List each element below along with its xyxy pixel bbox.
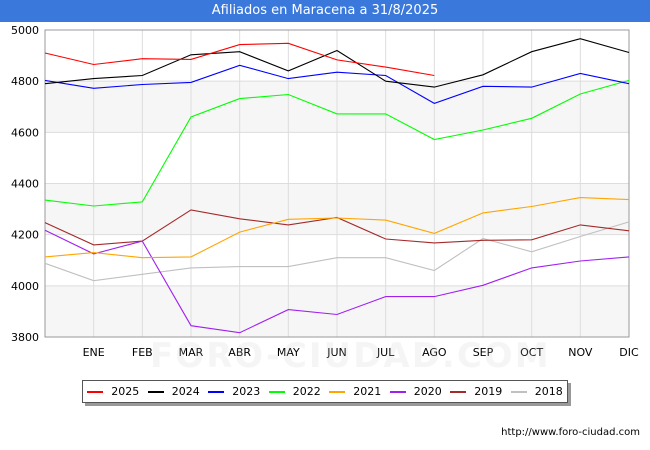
y-tick-label: 4400 bbox=[11, 178, 39, 191]
legend-swatch bbox=[329, 390, 346, 393]
y-tick-label: 4000 bbox=[11, 280, 39, 293]
legend-item-2018: 2018 bbox=[510, 385, 563, 398]
legend-item-2023: 2023 bbox=[208, 385, 260, 398]
legend-item-2019: 2019 bbox=[450, 385, 502, 398]
x-tick-label: MAY bbox=[277, 346, 300, 359]
y-tick-label: 4200 bbox=[11, 229, 39, 242]
legend-item-2025: 2025 bbox=[87, 385, 139, 398]
legend-swatch bbox=[450, 390, 467, 393]
series-line-2018 bbox=[44, 221, 630, 282]
legend-label: 2022 bbox=[292, 385, 321, 398]
series-line-2023 bbox=[44, 64, 630, 105]
y-tick-label: 4600 bbox=[11, 126, 39, 139]
x-tick-label: OCT bbox=[520, 346, 543, 359]
watermark: FORO-CIUDAD.COM bbox=[150, 336, 551, 376]
x-tick-label: NOV bbox=[568, 346, 593, 359]
x-tick-label: MAR bbox=[179, 346, 204, 359]
x-tick-label: DIC bbox=[619, 346, 639, 359]
legend-item-2024: 2024 bbox=[147, 385, 200, 398]
legend-swatch bbox=[147, 390, 164, 393]
source-url: http://www.foro-ciudad.com bbox=[501, 427, 640, 438]
legend-swatch bbox=[268, 390, 285, 393]
x-tick-label: JUN bbox=[326, 346, 347, 359]
legend-label: 2021 bbox=[353, 385, 382, 398]
series-line-2022 bbox=[44, 79, 630, 207]
legend-label: 2020 bbox=[413, 385, 442, 398]
x-tick-label: ENE bbox=[83, 346, 105, 359]
y-tick-label: 4800 bbox=[11, 75, 39, 88]
plot-frame bbox=[44, 29, 630, 338]
series-line-2025 bbox=[44, 42, 435, 77]
legend-label: 2019 bbox=[474, 385, 503, 398]
x-tick-label: FEB bbox=[132, 346, 153, 359]
x-tick-label: SEP bbox=[473, 346, 494, 359]
legend-item-2022: 2022 bbox=[268, 385, 321, 398]
x-tick-label: AGO bbox=[422, 346, 447, 359]
series-line-2021 bbox=[44, 197, 630, 259]
legend-label: 2023 bbox=[232, 385, 261, 398]
legend-item-2021: 2021 bbox=[329, 385, 381, 398]
chart-title: Afiliados en Maracena a 31/8/2025 bbox=[0, 0, 650, 22]
x-tick-label: ABR bbox=[228, 346, 251, 359]
series-line-2024 bbox=[44, 38, 630, 88]
legend-swatch bbox=[389, 390, 406, 393]
y-tick-label: 3800 bbox=[11, 331, 39, 344]
legend-swatch bbox=[510, 390, 527, 393]
legend-label: 2024 bbox=[171, 385, 200, 398]
legend-label: 2018 bbox=[534, 385, 563, 398]
legend-item-2020: 2020 bbox=[389, 385, 442, 398]
x-tick-label: JUL bbox=[376, 346, 395, 359]
legend-swatch bbox=[208, 390, 225, 393]
legend: 2025 2024 2023 2022 2021 2020 2019 2018 bbox=[82, 380, 568, 403]
legend-label: 2025 bbox=[111, 385, 140, 398]
y-tick-label: 5000 bbox=[11, 24, 39, 37]
series-line-2020 bbox=[44, 229, 630, 334]
legend-swatch bbox=[87, 390, 104, 393]
